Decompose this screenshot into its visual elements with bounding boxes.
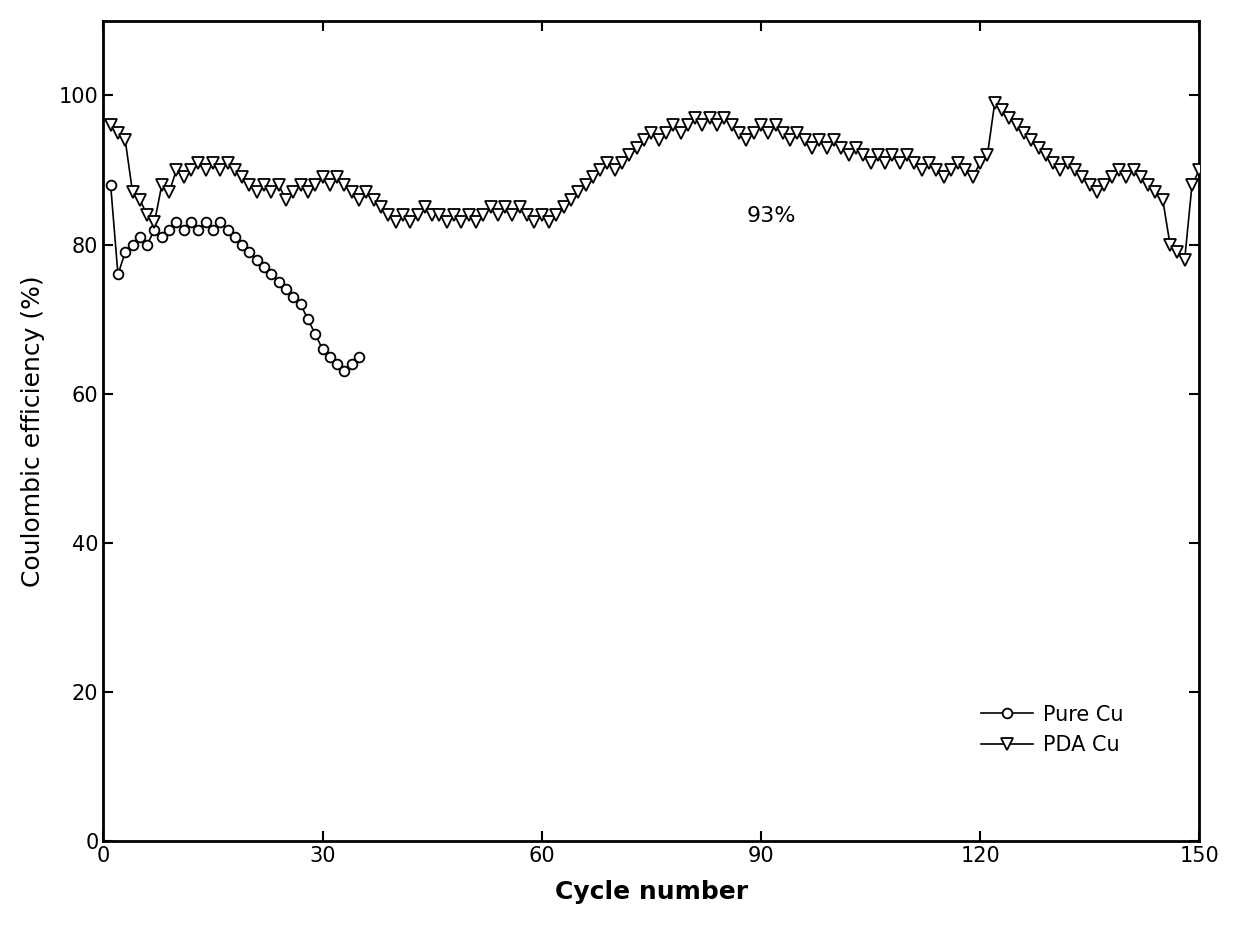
Pure Cu [330,358,345,369]
PDA Cu [534,209,549,220]
PDA Cu [1192,165,1207,176]
Pure Cu [286,291,301,302]
Pure Cu [234,239,249,250]
Line: PDA Cu: PDA Cu [105,97,1205,265]
Pure Cu [125,239,140,250]
Text: 93%: 93% [746,206,796,227]
Pure Cu [110,269,125,280]
PDA Cu [103,119,118,130]
Pure Cu [133,231,148,242]
Pure Cu [140,239,155,250]
Pure Cu [103,179,118,191]
Pure Cu [279,284,294,295]
Pure Cu [293,299,308,310]
Pure Cu [257,262,272,273]
Pure Cu [345,358,360,369]
Pure Cu [213,216,228,228]
PDA Cu [987,97,1002,108]
Pure Cu [272,277,286,288]
PDA Cu [1009,119,1024,130]
Pure Cu [184,216,198,228]
Pure Cu [148,224,162,235]
Pure Cu [221,224,236,235]
Pure Cu [198,216,213,228]
Pure Cu [191,224,206,235]
Legend: Pure Cu, PDA Cu: Pure Cu, PDA Cu [970,694,1135,765]
Pure Cu [300,314,315,325]
X-axis label: Cycle number: Cycle number [554,881,748,904]
Pure Cu [161,224,176,235]
PDA Cu [856,150,870,161]
Pure Cu [176,224,191,235]
PDA Cu [673,127,688,138]
Line: Pure Cu: Pure Cu [105,180,363,376]
Pure Cu [169,216,184,228]
PDA Cu [1177,254,1192,265]
Pure Cu [242,247,257,258]
Pure Cu [337,366,352,377]
Pure Cu [249,254,264,265]
Pure Cu [118,247,133,258]
PDA Cu [717,112,732,123]
Pure Cu [206,224,221,235]
Pure Cu [264,269,279,280]
PDA Cu [461,209,476,220]
Pure Cu [154,231,169,242]
Pure Cu [322,351,337,362]
Pure Cu [352,351,367,362]
Pure Cu [315,343,330,354]
Pure Cu [227,231,242,242]
Pure Cu [308,328,322,339]
Y-axis label: Coulombic efficiency (%): Coulombic efficiency (%) [21,276,45,587]
